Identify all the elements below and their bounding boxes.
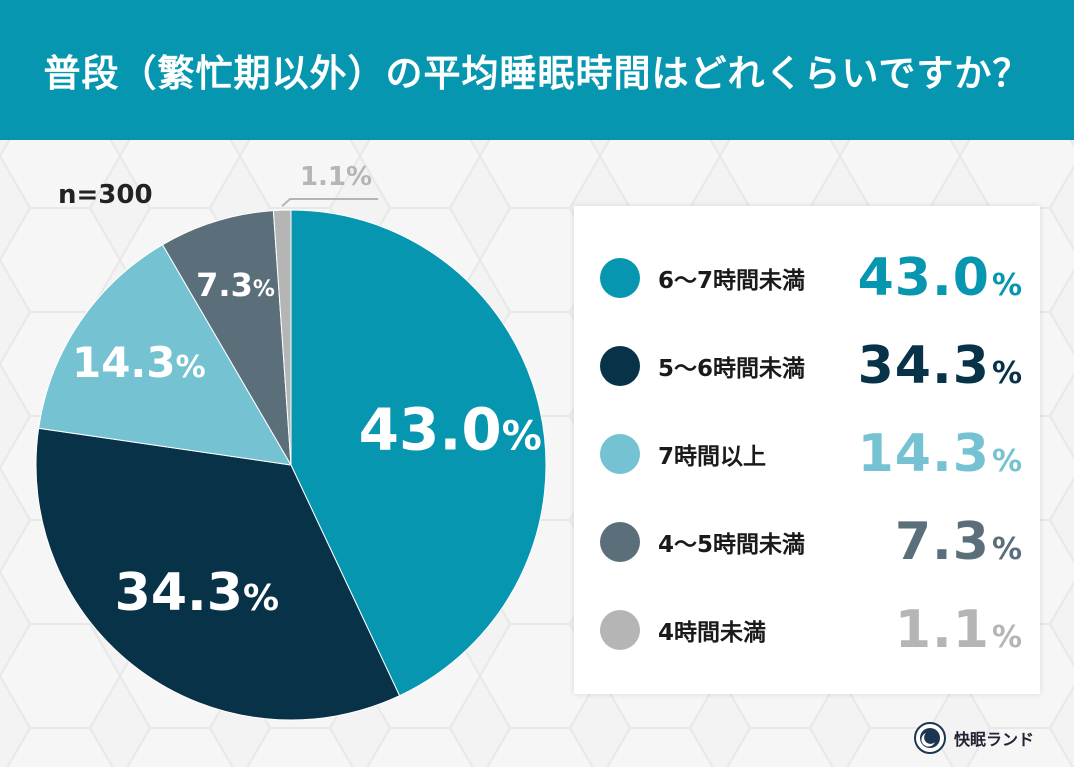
legend-label: 4時間未満 <box>658 620 767 646</box>
legend-swatch <box>600 434 640 474</box>
brand-logo: 快眠ランド <box>914 722 1034 754</box>
legend-swatch <box>600 346 640 386</box>
legend-unit: % <box>991 268 1022 303</box>
page-title: 普段（繁忙期以外）の平均睡眠時間はどれくらいですか？ <box>43 52 1031 95</box>
sleep-logo-icon <box>914 722 946 754</box>
pie-slice <box>38 244 292 466</box>
legend-item: 4時間未満 1.1 % <box>574 600 1040 660</box>
legend-label: 5〜6時間未満 <box>658 356 806 382</box>
sample-size: n=300 <box>58 180 153 210</box>
slice-label: 34.3% <box>115 563 279 623</box>
legend-panel: 6〜7時間未満 43.0 % 5〜6時間未満 34.3 % 7時間以上 14.3… <box>574 206 1040 694</box>
legend-value: 1.1 % <box>895 600 1022 660</box>
legend-value: 43.0 % <box>858 248 1022 308</box>
legend-item: 7時間以上 14.3 % <box>574 424 1040 484</box>
legend-label: 4〜5時間未満 <box>658 532 806 558</box>
pie-slice <box>290 209 547 697</box>
legend-number: 14.3 <box>857 424 990 484</box>
legend-number: 1.1 <box>894 600 990 660</box>
legend-unit: % <box>991 356 1022 391</box>
legend-number: 7.3 <box>894 512 990 572</box>
slice-label: 1.1% <box>300 162 372 192</box>
legend-label: 6〜7時間未満 <box>658 268 806 294</box>
legend-swatch <box>600 258 640 298</box>
legend-value: 14.3 % <box>858 424 1022 484</box>
legend-swatch <box>600 522 640 562</box>
brand-name: 快眠ランド <box>954 730 1035 749</box>
leader-line <box>281 198 378 207</box>
slice-label: 7.3% <box>196 266 275 304</box>
legend-value: 7.3 % <box>895 512 1022 572</box>
legend-swatch <box>600 610 640 650</box>
title-banner: 普段（繁忙期以外）の平均睡眠時間はどれくらいですか？ <box>0 0 1074 140</box>
legend-number: 43.0 <box>857 248 990 308</box>
slice-label: 43.0% <box>359 396 542 464</box>
legend-label: 7時間以上 <box>658 444 767 470</box>
legend-item: 5〜6時間未満 34.3 % <box>574 336 1040 396</box>
legend-value: 34.3 % <box>858 336 1022 396</box>
legend-item: 6〜7時間未満 43.0 % <box>574 248 1040 308</box>
legend-number: 34.3 <box>857 336 990 396</box>
legend-unit: % <box>991 444 1022 479</box>
legend-item: 4〜5時間未満 7.3 % <box>574 512 1040 572</box>
pie-chart: 43.0% 34.3% 14.3% 7.3% 1.1% <box>35 162 547 721</box>
pie-slice <box>161 210 292 466</box>
slice-label: 14.3% <box>72 338 206 387</box>
pie-slice <box>35 427 401 721</box>
legend-unit: % <box>991 620 1022 655</box>
pie-slice <box>272 209 292 466</box>
legend-unit: % <box>991 532 1022 567</box>
